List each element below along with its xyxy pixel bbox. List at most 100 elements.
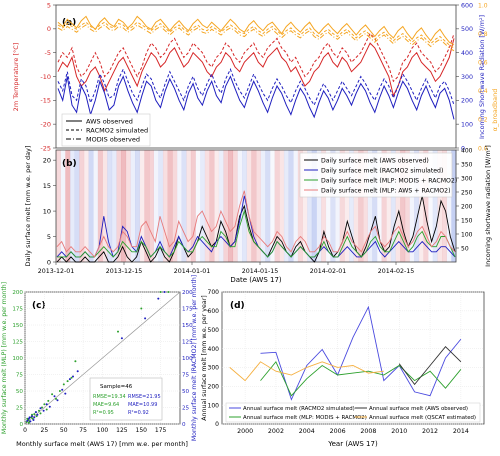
a-right2-tick-label: 0.8: [478, 31, 488, 38]
panel-d-legend: Annual surface melt (RACMO2 simulated) A…: [225, 402, 481, 423]
c-point-racmo2: [144, 317, 147, 320]
c-point-mlp: [45, 408, 48, 411]
c-y-tick-label-left: 75: [16, 373, 24, 379]
b-shade-cell: [88, 150, 94, 262]
a-right2-tick-label: 0.2: [478, 117, 488, 124]
c-y-tick-label-right: 150: [182, 323, 193, 329]
panel-d-ticks-x: 2000 2002 2004 2006 2008 2010 2012 2014: [237, 428, 469, 435]
c-x-tick-label: 25: [41, 427, 49, 434]
b-shade-cell: [56, 150, 61, 262]
c-y-tick-label-left: 25: [16, 406, 24, 412]
b-shade-cell: [65, 150, 71, 262]
b-shade-cell: [83, 150, 89, 262]
a-right-tick-label: 600: [461, 2, 473, 9]
b-shade-cell: [181, 150, 187, 262]
b-shade-cell: [167, 150, 173, 262]
b-shade-cell: [367, 150, 373, 262]
b-shade-cell: [404, 150, 410, 262]
b-shade-cell: [339, 150, 345, 262]
panel-d-ylabel: Annual surface melt [mm w.e. per year]: [201, 295, 208, 421]
b-right-tick-label: 400: [461, 147, 473, 154]
b-left-tick-label: 0: [47, 258, 51, 266]
b-left-tick-label: 5: [47, 233, 51, 241]
panel-c-ylabel-left: Monthly surface melt (MLP) [mm w.e. per …: [1, 282, 8, 434]
a-series-line-2: [57, 75, 455, 120]
c-y-tick-label-right: 125: [182, 340, 193, 346]
d-x-tick-label: 2012: [422, 428, 438, 435]
c-y-tick-label-left: 200: [12, 290, 23, 296]
b-shade-cell: [442, 150, 447, 262]
b-series-line-2: [57, 209, 456, 258]
c-point-racmo2: [28, 416, 31, 419]
panel-c-ylabel-right: Monthly surface melt (RACMO2) [mm w.e. p…: [191, 275, 198, 441]
c-y-tick-label-left: 175: [12, 307, 23, 313]
panel-c-xlabel: Monthly surface melt (AWS 17) [mm w.e. p…: [16, 440, 188, 448]
b-shade-cell: [223, 150, 229, 262]
legend-d-label-0: Annual surface melt (RACMO2 simulated): [243, 406, 355, 412]
d-y-tick-label: 500: [208, 327, 220, 334]
b-shade-cell: [432, 150, 438, 262]
b-shade-cell: [158, 150, 164, 262]
b-shade-cell: [386, 150, 392, 262]
b-x-tick-label: 2014-02-15: [378, 268, 415, 275]
a-right-tick-label: 0: [461, 145, 465, 152]
stats-samples: Sample=46: [100, 384, 133, 390]
d-series-line-1: [260, 360, 462, 397]
panel-d-tag: (d): [230, 301, 245, 311]
c-point-mlp: [70, 376, 73, 379]
c-x-tick-label: 75: [79, 427, 87, 434]
c-y-tick-label-left: 150: [12, 323, 23, 329]
panel-b: (b) Daily surface melt [mm w.e. per day]…: [24, 145, 492, 284]
b-x-tick-label: 2014-02-01: [310, 268, 347, 275]
b-shade-cell: [428, 150, 434, 262]
b-shade-cell: [209, 150, 215, 262]
b-right-tick-label: 300: [461, 175, 473, 182]
c-y-tick-label-right: 50: [182, 389, 190, 395]
b-shade-cell: [353, 150, 359, 262]
panel-a: (a) 2m Temperature [°C] Incoming Shortwa…: [12, 1, 499, 152]
c-x-tick-label: 100: [97, 427, 109, 434]
a-right-tick-label: 200: [461, 98, 473, 105]
c-x-tick-label: 125: [116, 427, 128, 434]
legend-a-label-1: RACMO2 simulated: [86, 127, 148, 135]
b-shade-cell: [446, 150, 452, 262]
b-shade-cell: [116, 150, 122, 262]
c-point-racmo2: [163, 291, 166, 293]
panel-d: (d) Annual surface melt [mm w.e. per yea…: [201, 289, 485, 448]
panel-c-one-to-one-line: [24, 291, 181, 425]
c-point-racmo2: [32, 419, 35, 421]
b-shade-cell: [153, 150, 159, 262]
a-left-tick-label: -10: [40, 73, 51, 81]
c-point-racmo2: [29, 420, 32, 423]
c-y-tick-label-left: 125: [12, 340, 23, 346]
b-shade-cell: [414, 150, 420, 262]
c-point-racmo2: [53, 395, 56, 398]
b-shade-cell: [139, 150, 145, 262]
panel-b-series: [56, 190, 456, 263]
c-point-mlp: [66, 380, 69, 383]
legend-b-label-0: Daily surface melt (AWS observed): [321, 157, 429, 164]
b-shade-cell: [60, 150, 66, 262]
b-right-tick-label: 250: [461, 189, 473, 196]
c-x-tick-label: 0: [23, 427, 27, 434]
legend-a-label-0: AWS observed: [86, 118, 133, 126]
panel-b-legend-box: [299, 152, 453, 198]
b-shade-cell: [372, 150, 378, 262]
b-shade-cell: [381, 150, 387, 262]
b-shade-cell: [256, 150, 261, 262]
a-series-line-4: [57, 15, 455, 46]
panel-d-series: [229, 305, 462, 401]
c-y-tick-label-right: 0: [182, 422, 186, 428]
b-shade-cell: [162, 150, 168, 262]
b-shade-cell: [111, 150, 117, 262]
b-shade-cell: [93, 150, 99, 262]
legend-d-label-3: Annual surface melt (QSCAT estimated): [369, 415, 476, 421]
b-shade-cell: [423, 150, 429, 262]
panel-c-tag: (c): [32, 301, 46, 311]
c-point-mlp: [43, 403, 46, 406]
d-series-line-2: [398, 346, 462, 386]
stats-racmo-rmse: RMSE=21.95: [128, 394, 161, 400]
d-y-tick-label: 400: [208, 346, 220, 353]
b-shade-cell: [176, 150, 182, 262]
b-shade-cell: [288, 150, 294, 262]
